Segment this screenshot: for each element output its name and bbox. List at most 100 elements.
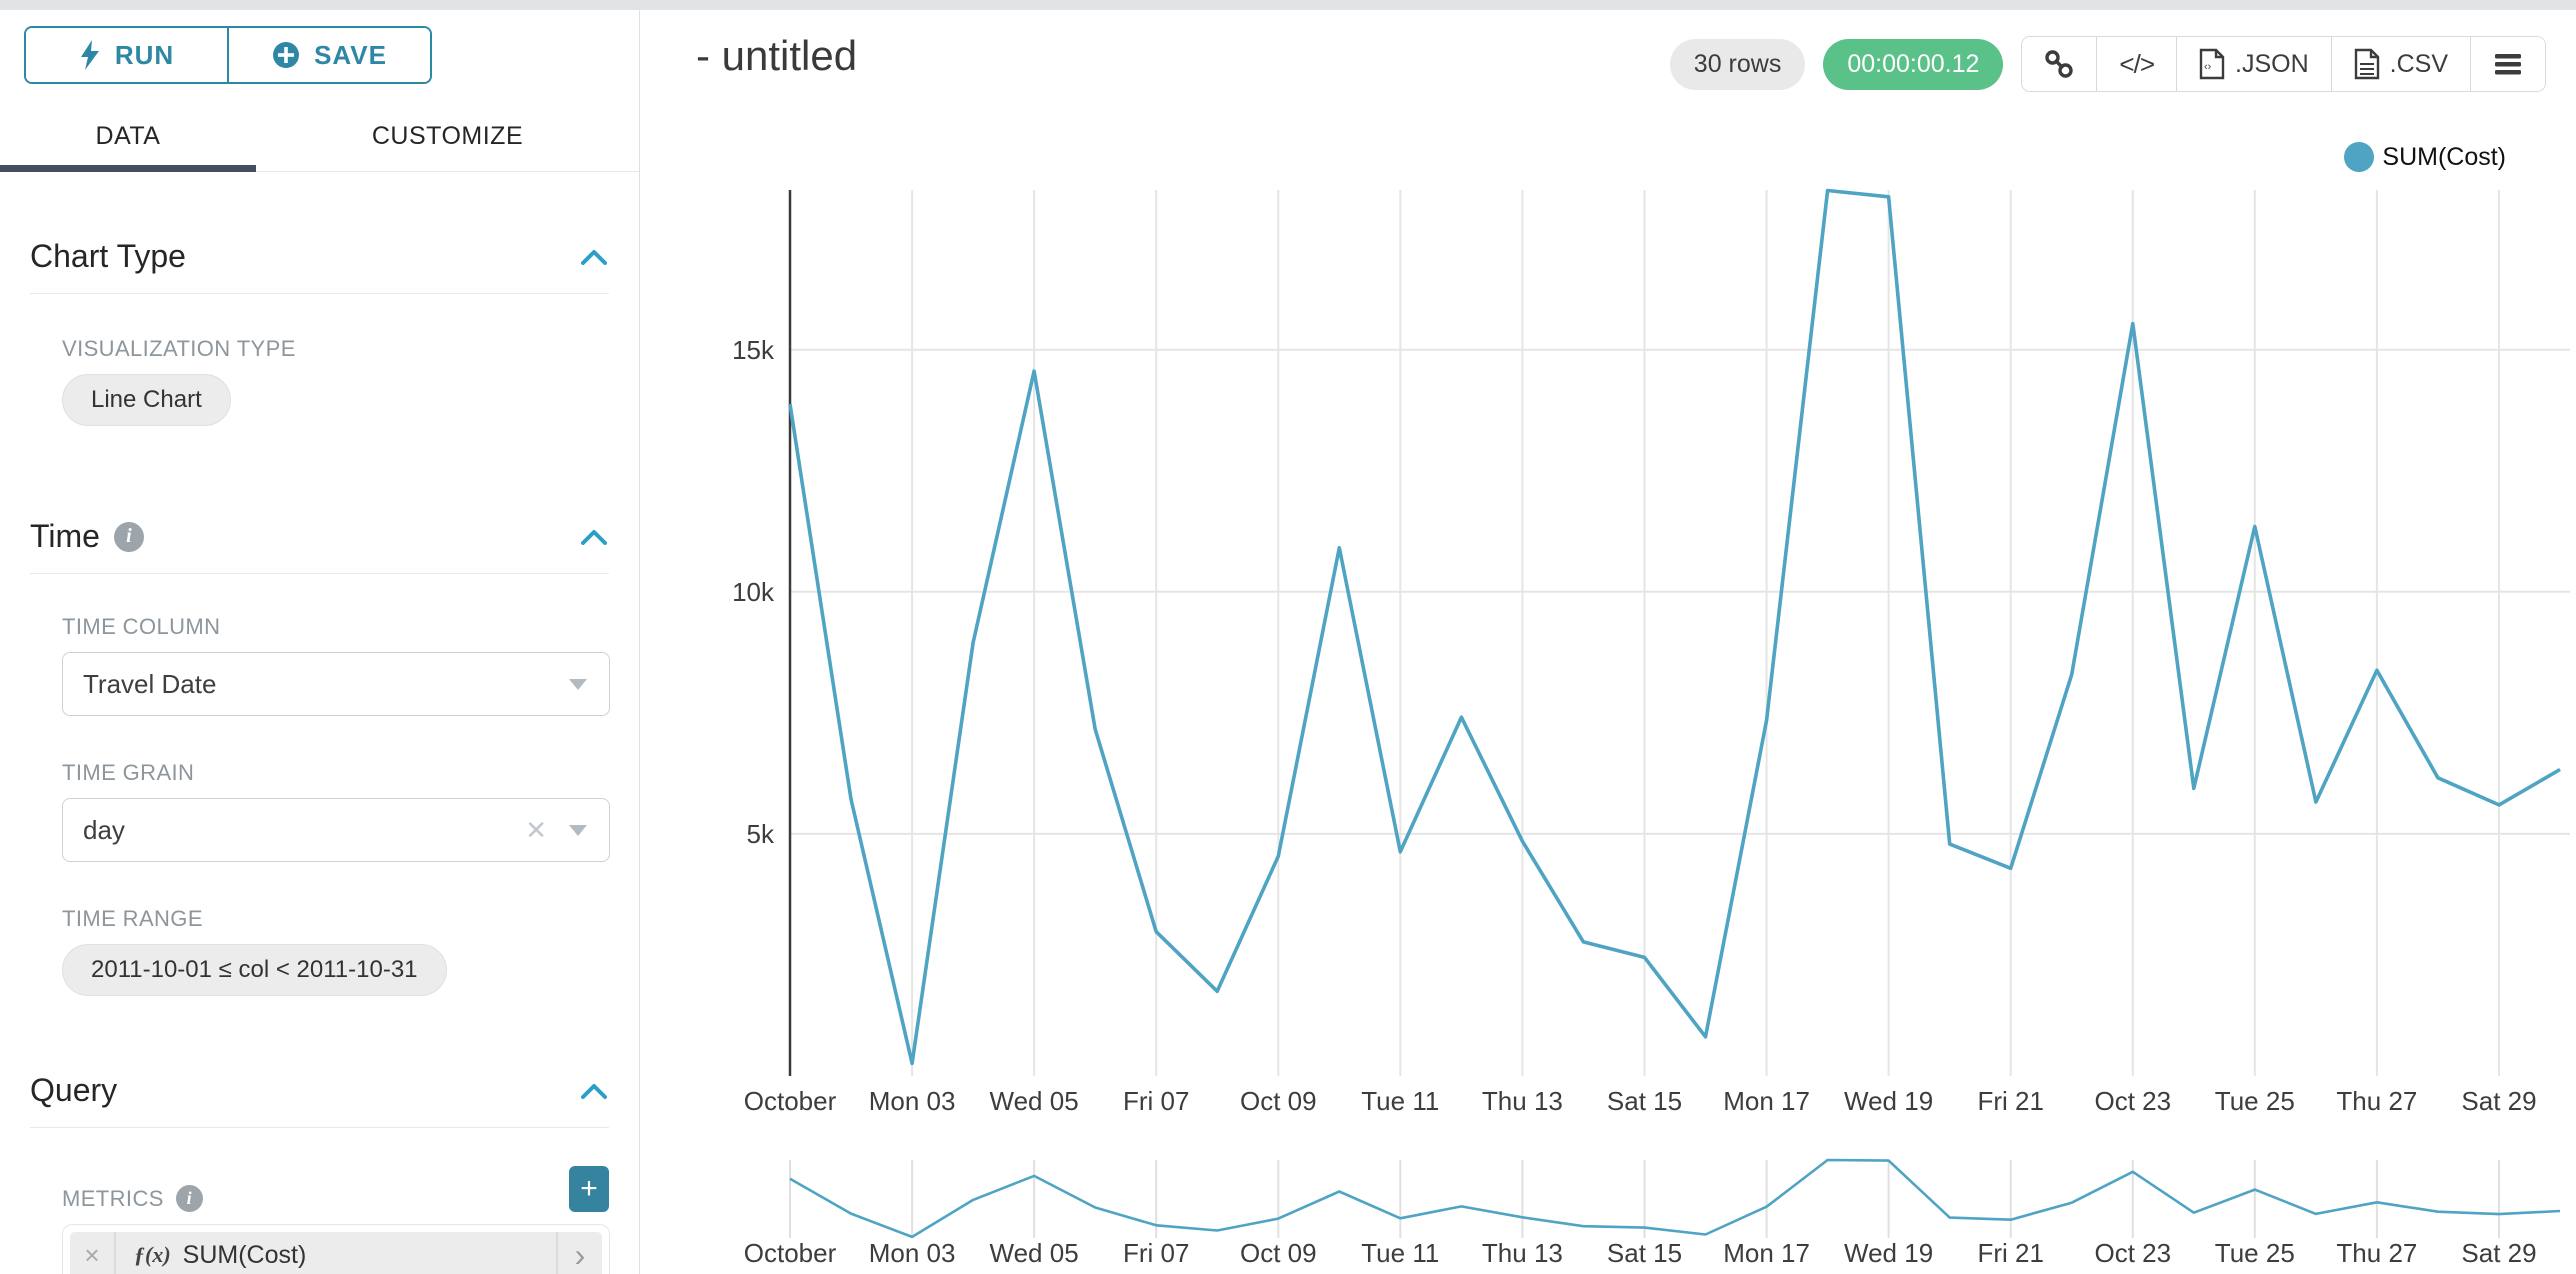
metric-name: SUM(Cost) (182, 1240, 307, 1269)
svg-text:‹›: ‹› (2204, 61, 2212, 73)
row-count-badge: 30 rows (1669, 38, 1806, 90)
time-grain-value: day (83, 814, 125, 845)
y-tick-label: 15k (732, 335, 775, 365)
mini-cost-series-line (789, 1158, 2561, 1239)
plus-circle-icon (273, 42, 300, 68)
time-grain-select[interactable]: day ✕ (62, 798, 610, 862)
divider (30, 573, 609, 574)
section-chart-type-header[interactable]: Chart Type (30, 238, 607, 275)
bolt-icon (80, 40, 99, 70)
mini-x-tick-label: Oct 23 (2095, 1238, 2172, 1268)
mini-x-tick-label: Sat 29 (2461, 1238, 2536, 1268)
x-tick-label: October (744, 1086, 837, 1116)
mini-x-tick-label: Tue 25 (2215, 1238, 2295, 1268)
mini-x-tick-label: Oct 09 (1240, 1238, 1317, 1268)
section-query-header[interactable]: Query (30, 1072, 607, 1109)
chevron-up-icon[interactable] (581, 249, 607, 265)
time-column-label: TIME COLUMN (62, 614, 221, 639)
function-icon: ƒ(x) (134, 1242, 171, 1267)
mini-x-tick-label: Fri 21 (1977, 1238, 2043, 1268)
add-metric-button[interactable]: + (569, 1166, 609, 1212)
export-button-group: </> ‹› .JSON .CSV (2021, 36, 2546, 92)
viz-type-pill[interactable]: Line Chart (62, 374, 231, 426)
save-button-label: SAVE (314, 39, 387, 70)
metric-body[interactable]: ƒ(x) SUM(Cost) (116, 1232, 556, 1274)
legend-dot-icon (2344, 142, 2375, 172)
mini-x-tick-label: Fri 07 (1123, 1238, 1189, 1268)
divider (30, 1127, 609, 1128)
x-tick-label: Mon 17 (1723, 1086, 1810, 1116)
x-tick-label: Wed 19 (1844, 1086, 1933, 1116)
line-chart-canvas[interactable]: 5k 10k 15k October October Mon 03 Mon 03 Wed 05… (640, 110, 2576, 1274)
control-panel-sidebar: RUN SAVE DATA CUSTOMIZE Chart Type VISUA… (0, 10, 640, 1274)
x-tick-label: Thu 13 (1482, 1086, 1563, 1116)
chart-title[interactable]: - untitled (696, 32, 858, 79)
link-icon (2045, 50, 2074, 78)
export-csv-label: .CSV (2389, 49, 2448, 78)
panel-tabs: DATA CUSTOMIZE (0, 102, 639, 172)
mini-x-tick-label: Mon 03 (869, 1238, 956, 1268)
x-tick-label: Oct 23 (2095, 1086, 2172, 1116)
remove-metric-icon[interactable]: × (70, 1232, 116, 1274)
cost-series-line (788, 188, 2561, 1066)
run-save-button-group: RUN SAVE (24, 26, 432, 84)
app-background-strip (0, 0, 2576, 10)
mini-x-tick-label: October (744, 1238, 837, 1268)
query-timer-badge: 00:00:00.12 (1823, 38, 2004, 90)
more-options-button[interactable] (2470, 37, 2545, 91)
mini-x-tick-label: Wed 05 (990, 1238, 1079, 1268)
copy-link-button[interactable] (2022, 37, 2097, 91)
chevron-up-icon[interactable] (581, 529, 607, 545)
info-icon: i (175, 1185, 203, 1212)
info-icon: i (113, 521, 144, 552)
divider (30, 293, 609, 294)
run-button[interactable]: RUN (26, 28, 227, 82)
metrics-label: METRICS i (62, 1185, 203, 1212)
active-tab-underline (0, 165, 256, 172)
chart-legend[interactable]: SUM(Cost) (2344, 142, 2506, 172)
code-icon: </> (2119, 48, 2155, 79)
x-tick-label: Sat 15 (1607, 1086, 1682, 1116)
time-column-value: Travel Date (83, 668, 217, 699)
view-query-button[interactable]: </> (2096, 37, 2177, 91)
time-range-label: TIME RANGE (62, 906, 203, 931)
run-button-label: RUN (114, 39, 175, 70)
csv-file-icon (2354, 48, 2379, 80)
x-tick-label: Tue 11 (1361, 1086, 1439, 1116)
mini-x-tick-label: Thu 27 (2336, 1238, 2417, 1268)
mini-x-tick-label: Wed 19 (1844, 1238, 1933, 1268)
section-time-header[interactable]: Time i (30, 518, 607, 555)
x-tick-label: Sat 29 (2461, 1086, 2536, 1116)
time-grain-label: TIME GRAIN (62, 760, 195, 785)
y-tick-label: 10k (732, 577, 775, 607)
chart-panel: - untitled 30 rows 00:00:00.12 </> (640, 10, 2576, 1274)
x-tick-label: Wed 05 (990, 1086, 1079, 1116)
export-json-label: .JSON (2235, 49, 2309, 78)
export-csv-button[interactable]: .CSV (2330, 37, 2470, 91)
chevron-down-icon[interactable] (569, 678, 587, 690)
chevron-down-icon[interactable] (569, 824, 587, 836)
chevron-up-icon[interactable] (581, 1083, 607, 1099)
y-tick-label: 5k (747, 819, 775, 849)
mini-x-tick-label: Tue 11 (1361, 1238, 1439, 1268)
chevron-right-icon[interactable]: › (556, 1232, 602, 1274)
x-tick-label: Mon 03 (869, 1086, 956, 1116)
x-tick-label: Tue 25 (2215, 1086, 2295, 1116)
x-tick-label: Fri 21 (1977, 1086, 2043, 1116)
section-time-title: Time (30, 518, 100, 554)
export-json-button[interactable]: ‹› .JSON (2176, 37, 2331, 91)
tab-customize[interactable]: CUSTOMIZE (371, 122, 524, 150)
time-range-pill[interactable]: 2011-10-01 ≤ col < 2011-10-31 (62, 944, 447, 996)
metrics-container: × ƒ(x) SUM(Cost) › (62, 1224, 610, 1274)
chart-header-actions: 30 rows 00:00:00.12 </> ‹› (1669, 36, 2546, 92)
time-column-select[interactable]: Travel Date (62, 652, 610, 716)
x-tick-label: Fri 07 (1123, 1086, 1189, 1116)
clear-icon[interactable]: ✕ (525, 814, 547, 845)
hamburger-menu-icon (2495, 54, 2521, 75)
metric-pill[interactable]: × ƒ(x) SUM(Cost) › (70, 1232, 602, 1274)
section-query-title: Query (30, 1072, 118, 1108)
tab-data[interactable]: DATA (95, 122, 161, 150)
save-button[interactable]: SAVE (227, 28, 430, 82)
x-tick-label: Oct 09 (1240, 1086, 1317, 1116)
mini-x-tick-label: Mon 17 (1723, 1238, 1810, 1268)
